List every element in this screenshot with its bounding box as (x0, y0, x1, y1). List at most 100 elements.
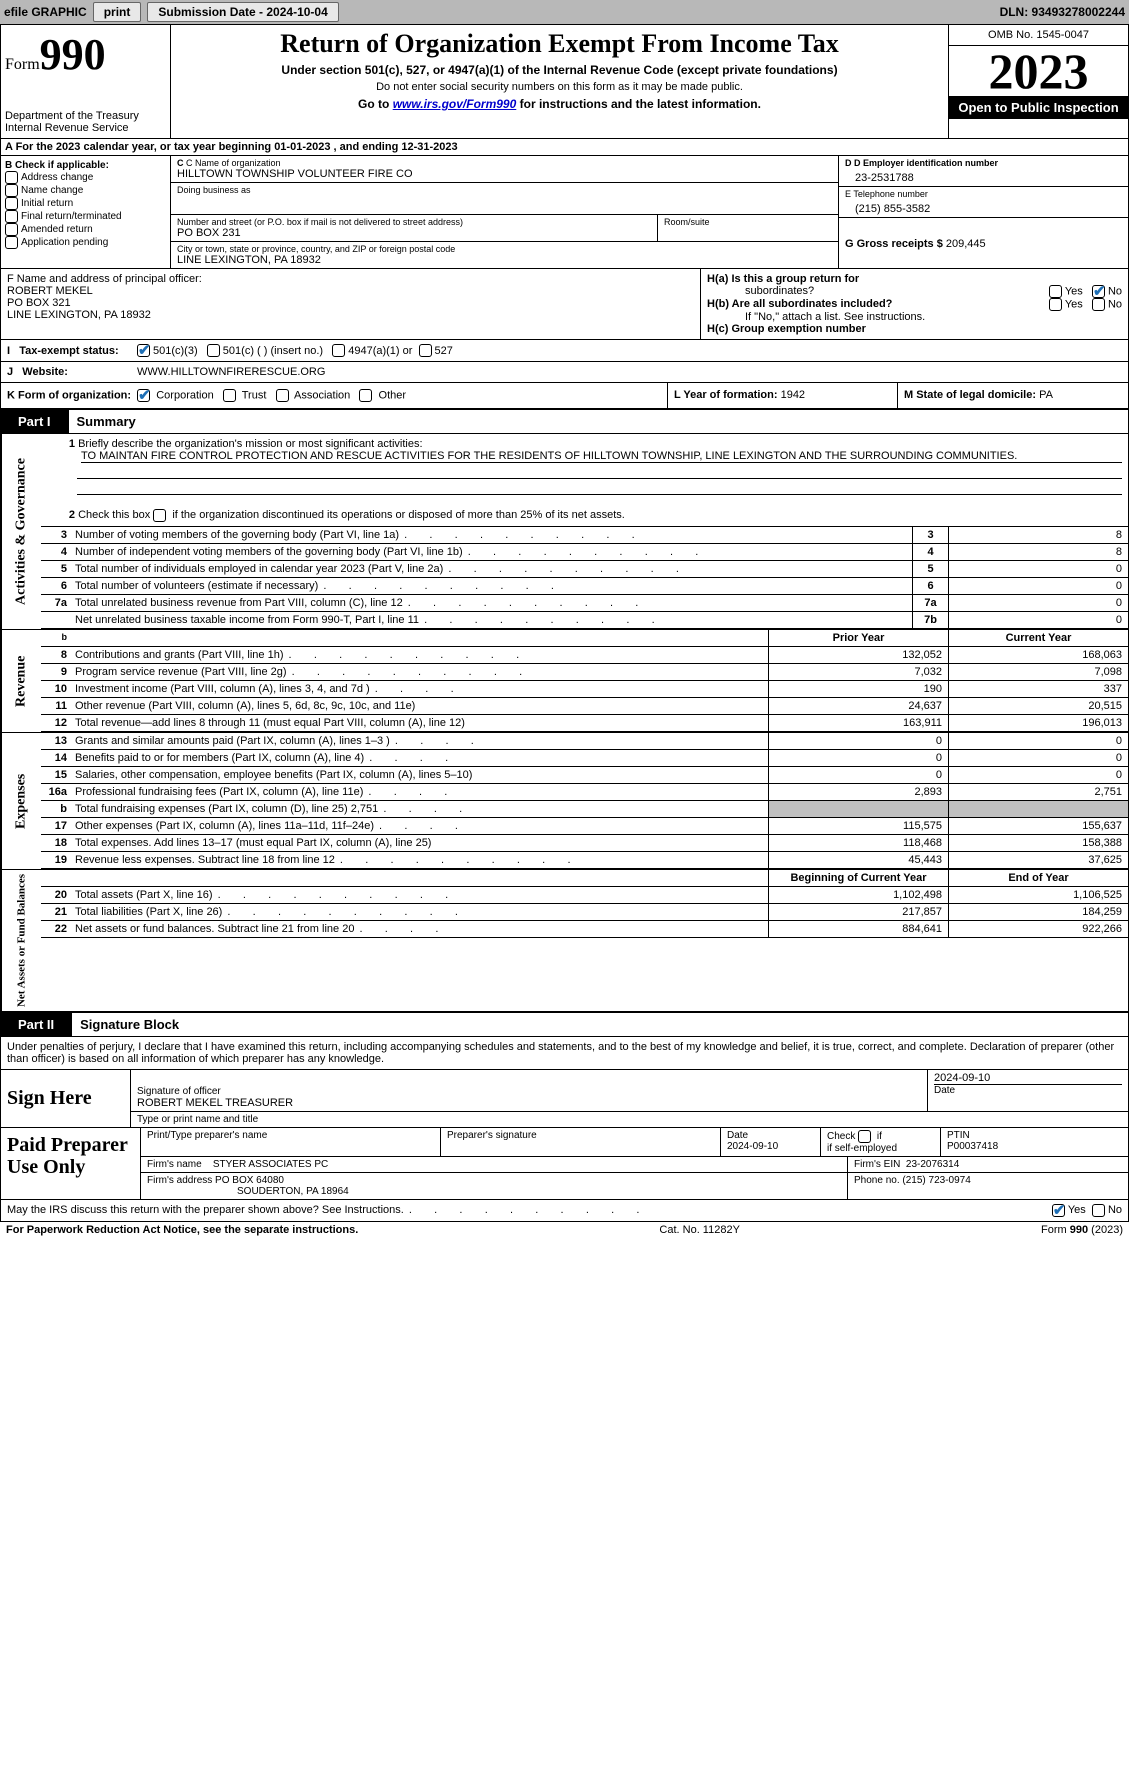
mission-text: TO MAINTAN FIRE CONTROL PROTECTION AND R… (81, 450, 1122, 463)
beg-year-label: Beginning of Current Year (768, 870, 948, 886)
city-value: LINE LEXINGTON, PA 18932 (177, 254, 832, 266)
summary-line: 11Other revenue (Part VIII, column (A), … (41, 698, 1128, 715)
officer-label: F Name and address of principal officer: (7, 273, 694, 285)
prior-year-label: Prior Year (768, 630, 948, 646)
form-header: Form990 Department of the Treasury Inter… (0, 24, 1129, 139)
efile-label: efile GRAPHIC (4, 5, 87, 19)
sig-type-label: Type or print name and title (137, 1114, 258, 1125)
discuss-text: May the IRS discuss this return with the… (7, 1204, 641, 1217)
check-final-return[interactable]: Final return/terminated (5, 210, 166, 223)
row-a-tax-year: A For the 2023 calendar year, or tax yea… (0, 139, 1129, 156)
firm-ein: 23-2076314 (906, 1159, 959, 1170)
footer-left: For Paperwork Reduction Act Notice, see … (6, 1224, 358, 1236)
summary-line: 20Total assets (Part X, line 16)1,102,49… (41, 887, 1128, 904)
footer-mid: Cat. No. 11282Y (659, 1224, 740, 1236)
k-label: K Form of organization: (7, 389, 131, 401)
header-mid: Return of Organization Exempt From Incom… (171, 25, 948, 138)
summary-line: 7aTotal unrelated business revenue from … (41, 595, 1128, 612)
sig-date-top: 2024-09-10 (934, 1072, 1122, 1085)
check-4947[interactable] (332, 344, 345, 357)
hc-label: H(c) Group exemption number (707, 323, 866, 335)
check-address-change[interactable]: Address change (5, 171, 166, 184)
discuss-yes[interactable] (1052, 1204, 1065, 1217)
firm-addr-label: Firm's address (147, 1175, 212, 1186)
prep-name-label: Print/Type preparer's name (147, 1130, 267, 1141)
discuss-row: May the IRS discuss this return with the… (0, 1200, 1129, 1222)
form990-link[interactable]: www.irs.gov/Form990 (393, 97, 517, 111)
line2-text: Check this box if the organization disco… (78, 509, 625, 521)
sig-date-label: Date (934, 1085, 955, 1096)
goto-prefix: Go to (358, 97, 393, 111)
discuss-no[interactable] (1092, 1204, 1105, 1217)
firm-phone-label: Phone no. (854, 1175, 900, 1186)
mission-block: 1 Briefly describe the organization's mi… (41, 434, 1128, 527)
row-j: J Website: WWW.HILLTOWNFIRERESCUE.ORG (0, 362, 1129, 383)
hb-no[interactable] (1092, 298, 1105, 311)
check-label: Check (827, 1131, 855, 1142)
firm-name: STYER ASSOCIATES PC (213, 1159, 328, 1170)
section-bcd: B Check if applicable: Address change Na… (0, 156, 1129, 269)
end-year-label: End of Year (948, 870, 1128, 886)
header-title: Return of Organization Exempt From Incom… (175, 29, 944, 59)
row-klm: K Form of organization: Corporation Trus… (0, 383, 1129, 409)
summary-line: 22Net assets or fund balances. Subtract … (41, 921, 1128, 938)
prep-date: 2024-09-10 (727, 1141, 778, 1152)
l-value: 1942 (781, 389, 805, 401)
ein-value: 23-2531788 (845, 168, 1122, 184)
summary-line: 19Revenue less expenses. Subtract line 1… (41, 852, 1128, 869)
prep-date-label: Date (727, 1130, 748, 1141)
print-button[interactable]: print (93, 2, 142, 22)
ha-yes[interactable] (1049, 285, 1062, 298)
check-501c[interactable] (207, 344, 220, 357)
box-c: C C Name of organization HILLTOWN TOWNSH… (171, 156, 838, 268)
summary-line: 8Contributions and grants (Part VIII, li… (41, 647, 1128, 664)
submission-date-button[interactable]: Submission Date - 2024-10-04 (147, 2, 338, 22)
box-b-label: B Check if applicable: (5, 160, 166, 171)
check-initial-return[interactable]: Initial return (5, 197, 166, 210)
form-prefix: Form (5, 56, 40, 73)
vtab-expenses: Expenses (1, 733, 41, 869)
ptin-value: P00037418 (947, 1141, 998, 1152)
open-inspection: Open to Public Inspection (949, 96, 1128, 119)
summary-line: 9Program service revenue (Part VIII, lin… (41, 664, 1128, 681)
room-label: Room/suite (664, 217, 832, 227)
paid-preparer-label: Paid Preparer Use Only (1, 1128, 141, 1199)
phone-value: (215) 855-3582 (845, 199, 1122, 215)
box-h: H(a) Is this a group return for subordin… (701, 269, 1128, 339)
ein-label: D D Employer identification number (845, 158, 1122, 168)
dba-label: Doing business as (177, 185, 832, 195)
firm-phone: (215) 723-0974 (902, 1175, 970, 1186)
m-label: M State of legal domicile: (904, 389, 1036, 401)
netassets-header: Beginning of Current Year End of Year (41, 870, 1128, 887)
dept-label: Department of the Treasury (5, 110, 166, 122)
vtab-revenue: Revenue (1, 630, 41, 732)
check-self-employed[interactable] (858, 1130, 871, 1143)
tax-year: 2023 (949, 46, 1128, 96)
form-number: 990 (40, 30, 106, 79)
summary-line: Net unrelated business taxable income fr… (41, 612, 1128, 629)
summary-expenses: Expenses 13Grants and similar amounts pa… (0, 733, 1129, 870)
ha-no[interactable] (1092, 285, 1105, 298)
check-527[interactable] (419, 344, 432, 357)
summary-line: 5Total number of individuals employed in… (41, 561, 1128, 578)
summary-line: 17Other expenses (Part IX, column (A), l… (41, 818, 1128, 835)
header-right: OMB No. 1545-0047 2023 Open to Public In… (948, 25, 1128, 138)
check-corp[interactable] (137, 389, 150, 402)
check-other[interactable] (359, 389, 372, 402)
summary-netassets: Net Assets or Fund Balances Beginning of… (0, 870, 1129, 1012)
check-501c3[interactable] (137, 344, 150, 357)
check-trust[interactable] (223, 389, 236, 402)
summary-line: 16aProfessional fundraising fees (Part I… (41, 784, 1128, 801)
check-amended-return[interactable]: Amended return (5, 223, 166, 236)
sign-here-block: Sign Here Signature of officer ROBERT ME… (0, 1070, 1129, 1128)
check-assoc[interactable] (276, 389, 289, 402)
box-f: F Name and address of principal officer:… (1, 269, 701, 339)
sign-here-label: Sign Here (1, 1070, 131, 1127)
check-discontinued[interactable] (153, 509, 166, 522)
officer-addr2: LINE LEXINGTON, PA 18932 (7, 309, 694, 321)
check-name-change[interactable]: Name change (5, 184, 166, 197)
summary-governance: Activities & Governance 1 Briefly descri… (0, 434, 1129, 630)
check-application-pending[interactable]: Application pending (5, 236, 166, 249)
ha-label: H(a) Is this a group return for (707, 273, 859, 285)
hb-yes[interactable] (1049, 298, 1062, 311)
